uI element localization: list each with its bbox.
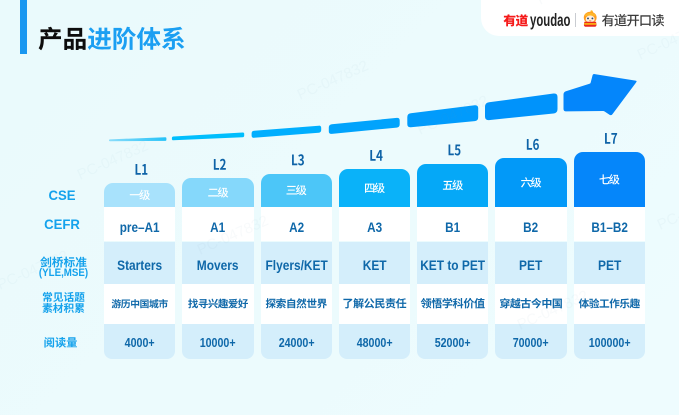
svg-text:PC-047832: PC-047832 — [655, 187, 679, 233]
svg-text:PC-047832: PC-047832 — [295, 57, 371, 103]
svg-text:PC-047832: PC-047832 — [535, 0, 611, 9]
svg-text:PC-047832: PC-047832 — [0, 247, 71, 293]
svg-text:PC-047832: PC-047832 — [75, 137, 151, 183]
svg-text:PC-047832: PC-047832 — [515, 287, 591, 333]
svg-text:PC-047832: PC-047832 — [195, 212, 271, 258]
